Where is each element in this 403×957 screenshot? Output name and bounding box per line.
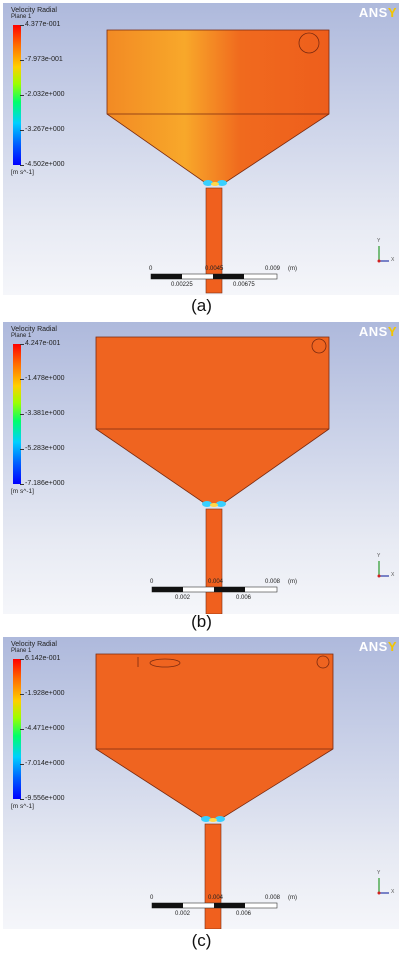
vessel-body xyxy=(96,654,333,820)
axis-triad xyxy=(378,561,390,578)
scale-label: 0 xyxy=(150,895,153,901)
axis-x-label: X xyxy=(391,889,394,895)
legend-plane: Plane 1 xyxy=(11,14,31,20)
nozzle-jet-left xyxy=(202,501,212,507)
scale-label: 0.009 xyxy=(265,266,280,272)
legend-title: Velocity Radial xyxy=(11,326,57,333)
ansys-logo: ANSY xyxy=(359,5,397,20)
scale-label: 0.002 xyxy=(175,595,190,601)
legend-units: [m s^-1] xyxy=(11,488,34,495)
caption-c: (c) xyxy=(0,931,403,951)
legend-tick: -7.186e+000 xyxy=(25,480,65,487)
legend-units: [m s^-1] xyxy=(11,169,34,176)
legend-title: Velocity Radial xyxy=(11,7,57,14)
legend-tick: -7.973e-001 xyxy=(25,56,63,63)
outlet-pipe xyxy=(205,824,221,929)
scale-label: 0 xyxy=(149,266,152,272)
legend-plane: Plane 1 xyxy=(11,333,31,339)
legend-tick: -7.014e+000 xyxy=(25,760,65,767)
legend-title: Velocity Radial xyxy=(11,641,57,648)
scale-unit: (m) xyxy=(288,266,297,272)
vessel-body xyxy=(96,337,329,505)
legend-tick: 4.247e-001 xyxy=(25,340,60,347)
contour-panel-c: Velocity Radial Plane 1 6.142e-001 -1.92… xyxy=(3,637,399,929)
nozzle-core xyxy=(209,818,217,822)
contour-plot-c xyxy=(3,637,399,929)
legend-tick: -9.556e+000 xyxy=(25,795,65,802)
legend-tick: -3.267e+000 xyxy=(25,126,65,133)
nozzle-jet-right xyxy=(216,501,226,507)
legend-tick: -4.502e+000 xyxy=(25,161,65,168)
axis-x-label: X xyxy=(391,572,394,578)
legend-tick: -1.928e+000 xyxy=(25,690,65,697)
vessel-body xyxy=(107,30,329,184)
contour-plot-a xyxy=(3,3,399,295)
scale-label: 0.002 xyxy=(175,911,190,917)
legend-units: [m s^-1] xyxy=(11,803,34,810)
legend-tick: -2.032e+000 xyxy=(25,91,65,98)
legend-tick: -3.381e+000 xyxy=(25,410,65,417)
axis-x-label: X xyxy=(391,257,394,263)
caption-a: (a) xyxy=(0,296,403,316)
axis-y-label: Y xyxy=(377,238,380,244)
caption-b: (b) xyxy=(0,612,403,632)
legend-tick: 6.142e-001 xyxy=(25,655,60,662)
scale-label: 0.006 xyxy=(236,595,251,601)
outlet-pipe xyxy=(206,509,222,614)
axis-y-label: Y xyxy=(377,870,380,876)
legend-tick: -1.478e+000 xyxy=(25,375,65,382)
legend-plane: Plane 1 xyxy=(11,648,31,654)
scale-label: 0 xyxy=(150,579,153,585)
nozzle-jet-right xyxy=(215,816,225,822)
scale-label: 0.00675 xyxy=(233,282,255,288)
scale-label: 0.004 xyxy=(208,579,223,585)
scale-label: 0.00225 xyxy=(171,282,193,288)
legend-tick: 4.377e-001 xyxy=(25,21,60,28)
nozzle-core xyxy=(210,503,218,507)
nozzle-jet-right xyxy=(217,180,227,186)
nozzle-jet-left xyxy=(203,180,213,186)
scale-label: 0.006 xyxy=(236,911,251,917)
legend-tick: -4.471e+000 xyxy=(25,725,65,732)
scale-label: 0.008 xyxy=(265,895,280,901)
nozzle-jet-left xyxy=(201,816,211,822)
legend-tick: -5.283e+000 xyxy=(25,445,65,452)
ansys-logo: ANSY xyxy=(359,639,397,654)
ansys-logo: ANSY xyxy=(359,324,397,339)
scale-label: 0.0045 xyxy=(205,266,223,272)
axis-triad xyxy=(378,246,390,263)
axis-y-label: Y xyxy=(377,553,380,559)
scale-unit: (m) xyxy=(288,579,297,585)
contour-panel-b: Velocity Radial Plane 1 4.247e-001 -1.47… xyxy=(3,322,399,614)
scale-label: 0.008 xyxy=(265,579,280,585)
scale-label: 0.004 xyxy=(208,895,223,901)
scale-unit: (m) xyxy=(288,895,297,901)
contour-plot-b xyxy=(3,322,399,614)
contour-panel-a: Velocity Radial Plane 1 4.377e-001 -7.97… xyxy=(3,3,399,295)
axis-triad xyxy=(378,878,390,895)
nozzle-core xyxy=(211,182,219,186)
